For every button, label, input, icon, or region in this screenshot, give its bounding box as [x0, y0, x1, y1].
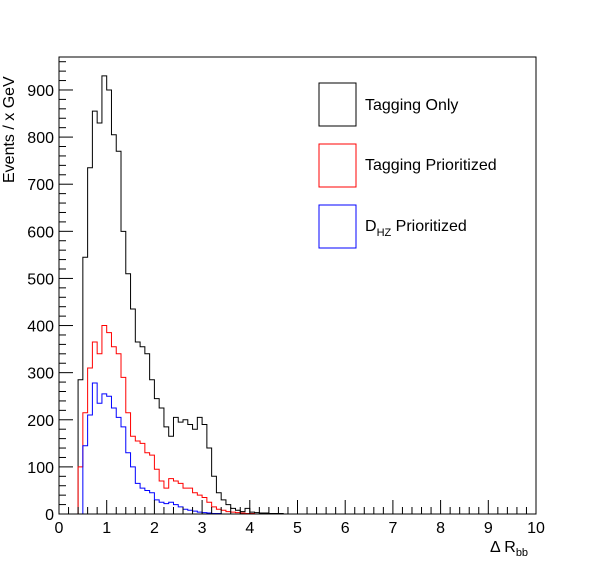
y-tick-label: 600 — [27, 224, 54, 241]
x-tick-label: 0 — [55, 520, 64, 537]
y-tick-label: 100 — [27, 460, 54, 477]
series-line-tagging-prioritized — [77, 325, 256, 515]
y-tick-label: 200 — [27, 413, 54, 430]
legend-label-dhz-main: D — [365, 218, 377, 235]
legend-item-dhz-prioritized: DHZ Prioritized — [318, 204, 467, 249]
legend-label-dhz-rest: Prioritized — [391, 218, 467, 235]
y-tick-label: 0 — [45, 507, 54, 524]
legend-label-tagging-prioritized: Tagging Prioritized — [365, 157, 497, 174]
series-line-d-hz-prioritized — [78, 382, 222, 515]
x-tick-label: 6 — [341, 520, 350, 537]
legend-label-dhz-prioritized: DHZ Prioritized — [365, 218, 467, 239]
y-tick-label: 400 — [27, 319, 54, 336]
x-axis-title: Δ Rbb — [490, 539, 528, 559]
legend-label-tagging-only: Tagging Only — [365, 97, 458, 114]
series-line-tagging-only — [77, 75, 284, 515]
legend-item-tagging-prioritized: Tagging Prioritized — [318, 143, 497, 188]
y-tick-label: 900 — [27, 83, 54, 100]
x-axis-title-main: Δ R — [490, 539, 516, 556]
legend-swatch-dhz-prioritized — [318, 204, 357, 249]
y-tick-label: 300 — [27, 366, 54, 383]
legend-swatch-tagging-only — [318, 82, 357, 127]
legend: Tagging Only Tagging Prioritized DHZ Pri… — [318, 82, 497, 249]
x-tick-label: 4 — [245, 520, 254, 537]
legend-item-tagging-only: Tagging Only — [318, 82, 458, 127]
x-tick-label: 8 — [436, 520, 445, 537]
y-tick-label: 500 — [27, 271, 54, 288]
x-tick-label: 3 — [198, 520, 207, 537]
legend-swatch-tagging-prioritized — [318, 143, 357, 188]
x-tick-label: 7 — [388, 520, 397, 537]
legend-label-dhz-sub: HZ — [377, 227, 392, 239]
x-tick-label: 5 — [293, 520, 302, 537]
y-axis-title: Events / x GeV — [1, 76, 18, 183]
x-tick-label: 2 — [150, 520, 159, 537]
y-tick-label: 700 — [27, 177, 54, 194]
y-tick-label: 800 — [27, 130, 54, 147]
x-tick-label: 10 — [527, 520, 545, 537]
x-tick-label: 9 — [484, 520, 493, 537]
x-axis-title-sub: bb — [516, 547, 528, 559]
series-layer — [77, 75, 284, 515]
x-tick-label: 1 — [102, 520, 111, 537]
x-axis: 0 1 2 3 4 5 6 7 8 9 10 — [55, 500, 545, 537]
y-axis: 0 100 200 300 400 500 600 700 800 900 — [27, 61, 73, 524]
